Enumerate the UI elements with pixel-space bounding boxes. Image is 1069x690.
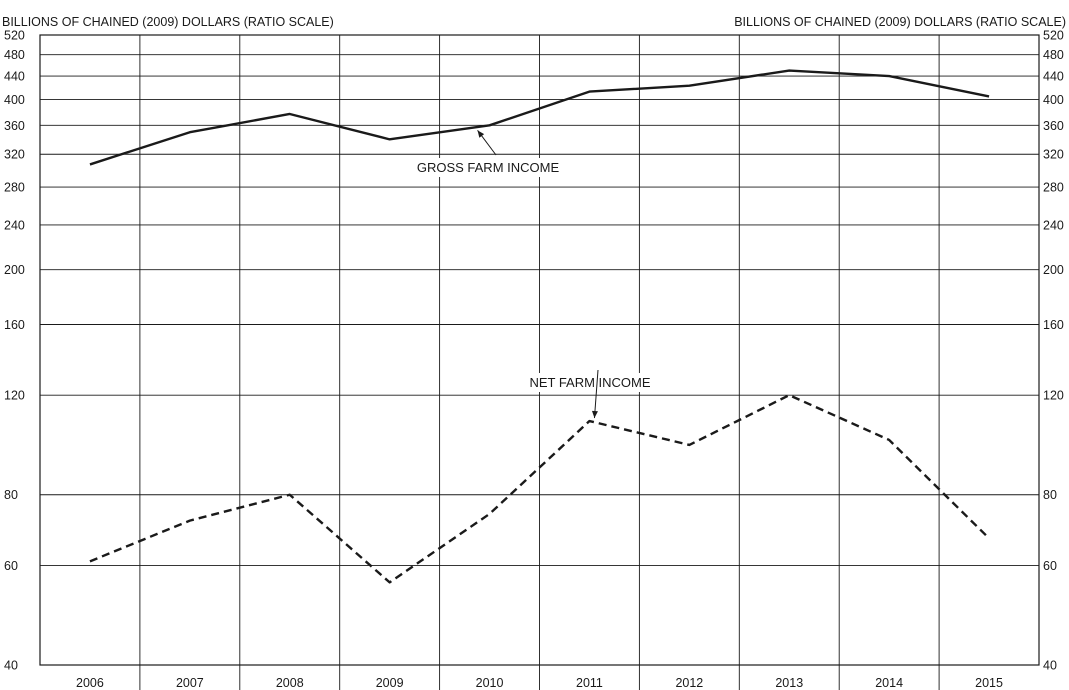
gross-farm-income-bg: [410, 158, 566, 177]
x-tick-label: 2012: [675, 676, 703, 690]
annotations: GROSS FARM INCOME NET FARM INCOME: [410, 130, 660, 419]
net-farm-income-bg: [520, 373, 660, 392]
y-tick-label-right: 400: [1043, 93, 1064, 107]
net-farm-income-line: [89, 393, 990, 584]
y-tick-label-left: 440: [4, 70, 25, 84]
y-tick-label-left: 120: [4, 389, 25, 403]
y-tick-label-left: 400: [4, 93, 25, 107]
x-tick-label: 2014: [875, 676, 903, 690]
y-tick-label-left: 240: [4, 218, 25, 232]
x-tick-label: 2015: [975, 676, 1003, 690]
y-tick-label-left: 200: [4, 263, 25, 277]
gridlines: [39, 34, 1040, 690]
y-tick-label-right: 60: [1043, 559, 1057, 573]
y-tick-label-right: 320: [1043, 148, 1064, 162]
y-tick-label-right: 40: [1043, 659, 1057, 673]
y-tick-label-right: 440: [1043, 70, 1064, 84]
y-tick-label-right: 280: [1043, 181, 1064, 195]
y-tick-label-left: 280: [4, 181, 25, 195]
y-tick-label-right: 480: [1043, 48, 1064, 62]
y-tick-label-left: 480: [4, 48, 25, 62]
gross-farm-income-arrowhead: [477, 130, 485, 138]
tick-labels: 40 40 60 60 80 80 120 120 160 160 200 200 240 240 280 2…: [4, 29, 1064, 690]
right-axis-label: BILLIONS OF CHAINED (2009) DOLLARS (RATI…: [734, 15, 1066, 29]
net-farm-income-arrowhead: [591, 410, 598, 419]
left-axis-label: BILLIONS OF CHAINED (2009) DOLLARS (RATI…: [2, 15, 334, 29]
net-farm-income-label: NET FARM INCOME: [529, 375, 650, 390]
y-tick-label-left: 520: [4, 29, 25, 43]
series-lines: [89, 69, 990, 584]
y-tick-label-right: 240: [1043, 218, 1064, 232]
net-farm-income-leader: [593, 369, 599, 419]
y-tick-label-right: 360: [1043, 119, 1064, 133]
gross-farm-income-label: GROSS FARM INCOME: [417, 160, 560, 175]
x-tick-label: 2010: [476, 676, 504, 690]
y-tick-label-right: 160: [1043, 318, 1064, 332]
y-tick-label-right: 520: [1043, 29, 1064, 43]
y-tick-label-left: 160: [4, 318, 25, 332]
x-tick-label: 2011: [576, 676, 603, 690]
x-tick-label: 2009: [376, 676, 404, 690]
y-tick-label-right: 120: [1043, 389, 1064, 403]
y-tick-label-right: 80: [1043, 488, 1057, 502]
y-tick-label-left: 320: [4, 148, 25, 162]
y-tick-label-left: 80: [4, 488, 18, 502]
y-tick-label-left: 360: [4, 119, 25, 133]
x-tick-label: 2008: [276, 676, 304, 690]
gross-farm-income-line: [89, 69, 990, 166]
x-tick-label: 2007: [176, 676, 204, 690]
y-tick-label-left: 40: [4, 659, 18, 673]
x-tick-label: 2006: [76, 676, 104, 690]
y-tick-label-right: 200: [1043, 263, 1064, 277]
y-tick-label-left: 60: [4, 559, 18, 573]
x-tick-label: 2013: [775, 676, 803, 690]
